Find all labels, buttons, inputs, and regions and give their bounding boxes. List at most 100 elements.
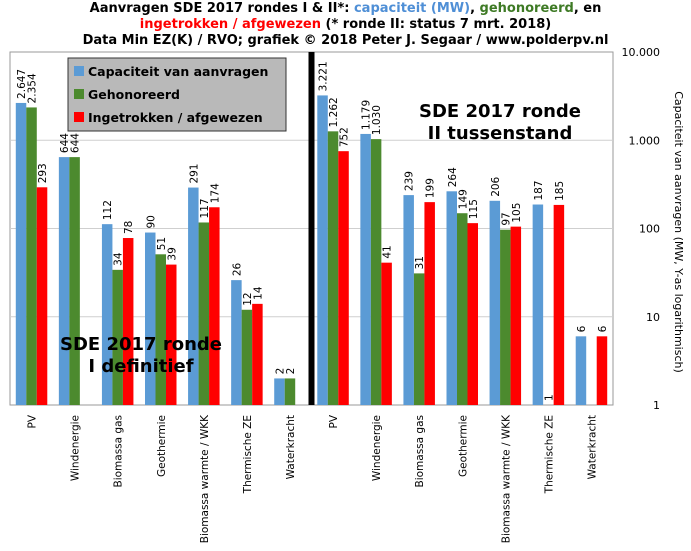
bar-capacity xyxy=(489,200,501,405)
legend-swatch xyxy=(74,112,84,122)
annotation-round-1-line-2: I definitief xyxy=(88,356,193,377)
category-label: Waterkracht xyxy=(285,415,297,479)
data-label: 12 xyxy=(242,292,254,305)
category-label: Thermische ZE xyxy=(242,415,254,494)
category-label: Windenergie xyxy=(371,415,383,481)
bar-capacity xyxy=(403,195,414,405)
category-label: Biomassa warmte / WKK xyxy=(500,414,512,543)
bar-capacity xyxy=(317,95,328,406)
title-capacity: capaciteit (MW) xyxy=(353,1,471,16)
bar-capacity xyxy=(15,102,27,406)
legend-swatch xyxy=(74,89,84,99)
chart-source-line: Data Min EZ(K) / RVO; grafiek © 2018 Pet… xyxy=(82,33,609,48)
data-label: 51 xyxy=(156,237,168,250)
bar-withdrawn xyxy=(553,204,565,405)
bar-capacity xyxy=(446,191,457,405)
chart-title-line-2: ingetrokken / afgewezen (* ronde II: sta… xyxy=(0,16,691,33)
bar-awarded xyxy=(26,107,37,405)
data-label: 752 xyxy=(339,127,351,147)
annotation-round-2-line-2: II tussenstand xyxy=(428,123,573,144)
bar-awarded xyxy=(457,213,468,405)
bar-withdrawn xyxy=(166,264,177,405)
annotation-round-1-line-1: SDE 2017 ronde xyxy=(60,334,222,355)
category-label: Waterkracht xyxy=(586,415,598,479)
bar-withdrawn xyxy=(424,202,435,405)
bar-capacity xyxy=(188,187,199,405)
bar-capacity xyxy=(145,232,156,405)
data-label: 1.262 xyxy=(328,97,340,127)
bar-withdrawn xyxy=(510,226,522,405)
data-label: 293 xyxy=(37,163,49,183)
data-label: 6 xyxy=(576,325,588,332)
data-label: 14 xyxy=(252,286,264,300)
bar-capacity xyxy=(231,280,242,405)
category-label: Biomassa gas xyxy=(414,415,426,488)
data-label: 90 xyxy=(145,215,157,228)
data-label: 644 xyxy=(70,133,82,153)
bar-awarded xyxy=(500,229,511,405)
legend-label: Capaciteit van aanvragen xyxy=(88,64,268,79)
y-axis: 1 10 100 1.000 10.000 Capaciteit van aanvrage… xyxy=(622,46,686,412)
data-label: 26 xyxy=(231,262,243,276)
data-label: 117 xyxy=(199,198,211,218)
bar-capacity xyxy=(101,224,113,405)
title-separator-1: , xyxy=(470,1,480,16)
y-tick-label: 100 xyxy=(639,223,660,236)
data-label: 239 xyxy=(404,171,416,191)
bar-withdrawn xyxy=(467,223,478,405)
data-label: 78 xyxy=(123,221,135,234)
bar-awarded xyxy=(69,157,80,405)
bar-withdrawn xyxy=(122,238,134,405)
bar-awarded xyxy=(284,378,296,405)
data-label: 185 xyxy=(554,181,566,201)
category-label: Windenergie xyxy=(70,415,82,481)
data-label: 105 xyxy=(511,203,523,223)
bar-awarded xyxy=(155,254,166,405)
bar-withdrawn xyxy=(252,303,263,405)
data-label: 97 xyxy=(500,212,512,225)
legend-label: Gehonoreerd xyxy=(88,87,180,102)
bar-withdrawn xyxy=(338,151,349,405)
bar-awarded xyxy=(327,131,339,405)
data-label: 291 xyxy=(188,164,200,184)
category-label: Biomassa warmte / WKK xyxy=(199,414,211,543)
data-label: 2.354 xyxy=(27,73,39,103)
y-tick-label: 10.000 xyxy=(622,46,661,59)
data-label: 6 xyxy=(597,325,609,332)
chart-title-line-1: Aanvragen SDE 2017 rondes I & II*: capac… xyxy=(0,0,691,17)
annotation-round-2-line-1: SDE 2017 ronde xyxy=(419,101,581,122)
data-label: 31 xyxy=(414,256,426,269)
data-label: 39 xyxy=(166,247,178,260)
bar-awarded xyxy=(413,273,425,405)
data-label: 3.221 xyxy=(318,61,330,91)
legend-label: Ingetrokken / afgewezen xyxy=(88,110,263,125)
data-label: 187 xyxy=(533,180,545,200)
bar-withdrawn xyxy=(209,207,220,405)
bar-withdrawn xyxy=(36,187,48,405)
data-label: 206 xyxy=(490,176,502,196)
bar-capacity xyxy=(575,336,587,405)
category-label: Geothermie xyxy=(457,415,469,477)
title-prefix: Aanvragen SDE 2017 rondes I & II*: xyxy=(89,1,354,16)
title-status-note: (* ronde II: status 7 mrt. 2018) xyxy=(321,17,552,32)
title-separator-2: , en xyxy=(573,1,602,16)
category-label: Biomassa gas xyxy=(113,415,125,488)
category-labels: PV Windenergie Biomassa gas Geothermie Bioma… xyxy=(27,414,599,543)
bar-capacity xyxy=(532,204,544,405)
bar-capacity xyxy=(58,157,70,405)
data-label: 149 xyxy=(457,189,469,209)
data-label: 41 xyxy=(382,245,394,258)
data-label: 644 xyxy=(59,133,71,153)
y-tick-label: 1 xyxy=(653,399,660,412)
data-label: 264 xyxy=(447,167,459,187)
data-label: 1.179 xyxy=(361,100,373,130)
y-tick-label: 1.000 xyxy=(629,134,661,147)
bar-awarded xyxy=(112,269,123,405)
bar-awarded xyxy=(198,222,210,405)
legend: Capaciteit van aanvragen Gehonoreerd Inget… xyxy=(67,57,287,132)
bars xyxy=(15,95,608,406)
category-label: Thermische ZE xyxy=(543,415,555,494)
